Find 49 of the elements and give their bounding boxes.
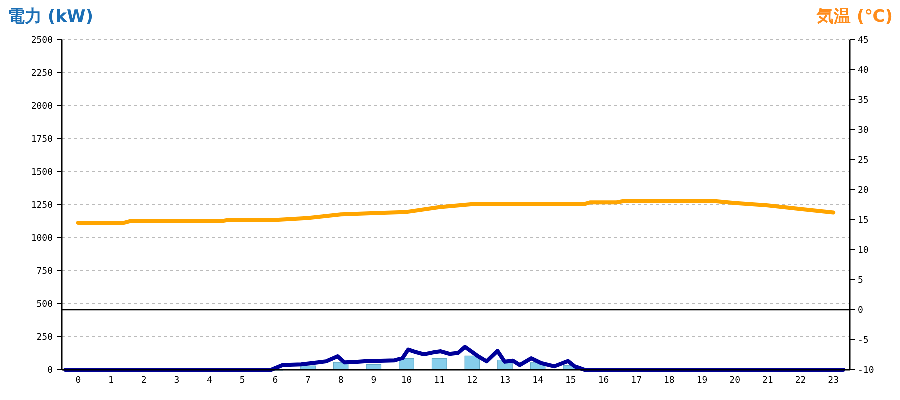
y-tick-label: 0 — [48, 366, 53, 376]
x-tick-label: 6 — [272, 376, 278, 386]
x-tick-label: 19 — [696, 376, 708, 386]
y-tick-label: 1500 — [31, 168, 53, 178]
x-tick-label: 7 — [306, 376, 311, 386]
x-tick-label: 1 — [108, 376, 114, 386]
x-tick-label: 15 — [565, 376, 576, 386]
x-tick-label: 16 — [598, 376, 610, 386]
y2-tick-label: 20 — [858, 186, 869, 196]
x-tick-label: 8 — [338, 376, 344, 386]
y2-tick-label: 45 — [858, 36, 869, 46]
y2-tick-label: 40 — [858, 66, 869, 76]
x-tick-label: 0 — [76, 376, 82, 386]
x-tick-label: 5 — [240, 376, 246, 386]
y2-tick-label: 0 — [858, 306, 864, 316]
y2-tick-label: 10 — [858, 246, 869, 256]
x-tick-label: 20 — [730, 376, 741, 386]
y2-axis-title: 気温 (℃) — [816, 7, 893, 27]
x-tick-label: 14 — [532, 376, 544, 386]
y-tick-label: 2000 — [31, 102, 53, 112]
y2-tick-label: -10 — [858, 366, 874, 376]
y-tick-label: 1000 — [31, 234, 53, 244]
y2-tick-label: 35 — [858, 96, 869, 106]
y-tick-label: 2500 — [31, 36, 53, 46]
x-tick-label: 21 — [762, 376, 774, 386]
x-tick-label: 3 — [174, 376, 180, 386]
x-tick-label: 2 — [141, 376, 147, 386]
x-tick-label: 4 — [207, 376, 212, 386]
x-tick-label: 12 — [466, 376, 478, 386]
y2-tick-label: 15 — [858, 216, 869, 226]
x-tick-label: 22 — [795, 376, 806, 386]
y-tick-label: 1750 — [31, 135, 53, 146]
y-tick-label: 500 — [36, 300, 53, 310]
x-tick-label: 11 — [434, 376, 446, 386]
y-tick-label: 1250 — [31, 201, 53, 212]
x-tick-label: 13 — [500, 376, 511, 386]
y2-tick-label: -5 — [858, 336, 869, 346]
y-tick-label: 750 — [36, 267, 53, 278]
y2-tick-label: 30 — [858, 126, 869, 136]
y-tick-label: 2250 — [31, 69, 53, 80]
y-axis-title: 電力 (kW) — [8, 7, 94, 27]
y2-tick-label: 25 — [858, 156, 869, 166]
y2-tick-label: 5 — [858, 276, 864, 286]
x-tick-label: 23 — [828, 376, 840, 386]
x-tick-label: 18 — [664, 376, 675, 386]
x-tick-label: 17 — [631, 376, 642, 386]
y-tick-label: 250 — [36, 333, 53, 344]
x-tick-label: 9 — [371, 376, 377, 386]
x-tick-label: 10 — [401, 376, 412, 386]
